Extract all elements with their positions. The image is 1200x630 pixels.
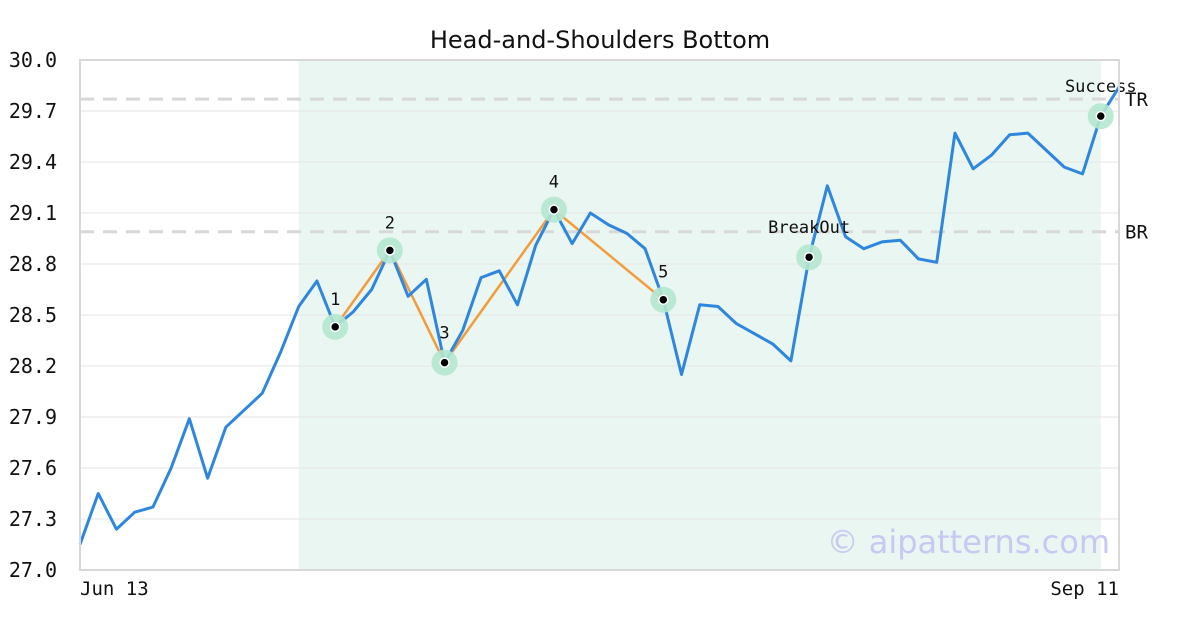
x-tick-label: Jun 13 (80, 578, 149, 600)
event-success-dot (1095, 110, 1107, 122)
pattern-point-5-dot (658, 294, 669, 305)
pattern-point-2-label: 2 (385, 213, 395, 233)
level-lines: TR BR (80, 89, 1148, 244)
pattern-point-1-dot (329, 321, 341, 333)
y-tick-label: 28.2 (9, 354, 57, 378)
y-tick-label: 29.4 (9, 150, 57, 174)
level-label-br: BR (1125, 222, 1148, 244)
y-tick-label: 29.1 (9, 201, 57, 225)
y-tick-label: 27.6 (9, 456, 57, 480)
y-tick-label: 28.8 (9, 252, 57, 276)
y-tick-label: 27.0 (9, 558, 57, 582)
event-success-label: Success (1065, 77, 1137, 97)
price-series-line (78, 86, 1121, 546)
pattern-point-2-dot (384, 245, 396, 256)
pattern-point-3-dot (439, 357, 450, 368)
y-tick-label: 29.7 (9, 99, 57, 123)
pattern-point-5-label: 5 (658, 263, 668, 283)
pattern-point-4-label: 4 (549, 173, 559, 193)
pattern-point-3-label: 3 (439, 324, 449, 344)
pattern-point-1-label: 1 (330, 290, 340, 310)
plot-frame (79, 59, 1120, 571)
chart-title: Head-and-Shoulders Bottom (430, 26, 770, 54)
y-tick-label: 28.5 (9, 303, 57, 327)
price-line (78, 86, 1121, 546)
event-breakout-dot (803, 251, 815, 263)
watermark: © aipatterns.com (827, 523, 1110, 561)
event-breakout-label: BreakOut (768, 218, 850, 238)
y-axis: 27.0 27.3 27.6 27.9 28.2 28.5 28.8 29.1 29.4 29.7… (9, 48, 57, 582)
y-tick-label: 27.3 (9, 507, 57, 531)
pattern-point-4-dot (548, 204, 560, 215)
level-label-tr: TR (1125, 89, 1148, 111)
y-tick-label: 27.9 (9, 405, 57, 429)
x-tick-label: Sep 11 (1050, 578, 1119, 600)
x-axis: Jun 13 Sep 11 (80, 578, 1119, 600)
y-tick-label: 30.0 (9, 48, 57, 72)
